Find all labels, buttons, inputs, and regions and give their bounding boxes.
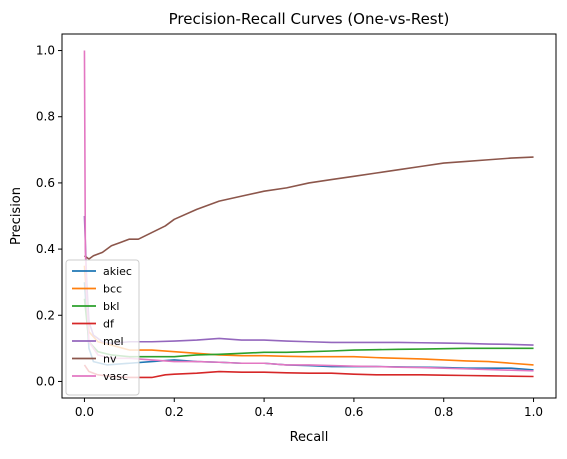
- x-tick-label: 1.0: [524, 405, 543, 419]
- y-tick-label: 0.8: [36, 110, 55, 124]
- y-tick-label: 0.4: [36, 242, 55, 256]
- legend-label-bcc: bcc: [103, 283, 122, 296]
- y-tick-label: 0.2: [36, 308, 55, 322]
- y-tick-label: 1.0: [36, 44, 55, 58]
- x-axis: 0.0 0.2 0.4 0.6 0.8 1.0: [75, 398, 543, 419]
- legend-box: [65, 259, 140, 396]
- x-tick-label: 0.6: [344, 405, 363, 419]
- legend: akiec bcc bkl df mel nv vasc: [65, 259, 140, 396]
- x-tick-label: 0.0: [75, 405, 94, 419]
- legend-label-vasc: vasc: [103, 370, 128, 383]
- series-line-nv: [83, 156, 534, 260]
- legend-label-akiec: akiec: [103, 265, 132, 278]
- legend-label-bkl: bkl: [103, 300, 119, 313]
- x-axis-label: Recall: [290, 430, 329, 445]
- legend-label-nv: nv: [103, 353, 117, 366]
- y-tick-label: 0.0: [36, 374, 55, 388]
- legend-label-mel: mel: [103, 335, 124, 348]
- x-tick-label: 0.4: [255, 405, 274, 419]
- x-tick-label: 0.8: [434, 405, 453, 419]
- plot-frame: [61, 33, 557, 399]
- y-tick-label: 0.6: [36, 176, 55, 190]
- y-axis-label: Precision: [9, 187, 24, 245]
- y-axis: 0.0 0.2 0.4 0.6 0.8 1.0: [36, 44, 62, 388]
- chart-title: Precision-Recall Curves (One-vs-Rest): [169, 10, 450, 28]
- legend-label-df: df: [103, 318, 115, 331]
- x-tick-label: 0.2: [165, 405, 184, 419]
